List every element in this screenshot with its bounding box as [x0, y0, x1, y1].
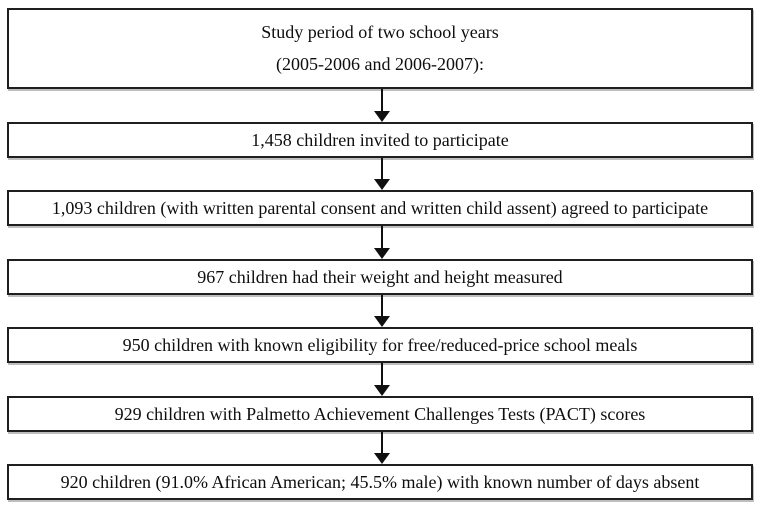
- flow-box-measured: 967 children had their weight and height…: [7, 259, 753, 295]
- arrow-head-icon: [374, 248, 390, 259]
- flow-box-study-period: Study period of two school years (2005-2…: [7, 8, 753, 89]
- flow-box-meal-eligibility: 950 children with known eligibility for …: [7, 327, 753, 363]
- flow-box-consented: 1,093 children (with written parental co…: [7, 190, 753, 226]
- arrow-head-icon: [374, 179, 390, 190]
- flow-box-days-absent: 920 children (91.0% African American; 45…: [7, 464, 753, 500]
- arrow-shaft: [381, 89, 383, 111]
- down-arrow-4: [374, 295, 390, 327]
- arrow-shaft: [381, 363, 383, 385]
- flow-box-pact-scores: 929 children with Palmetto Achievement C…: [7, 396, 753, 432]
- down-arrow-3: [374, 226, 390, 259]
- arrow-shaft: [381, 158, 383, 179]
- down-arrow-6: [374, 432, 390, 464]
- study-period-line-2: (2005-2006 and 2006-2007):: [276, 53, 484, 74]
- arrow-shaft: [381, 226, 383, 248]
- down-arrow-1: [374, 89, 390, 122]
- arrow-head-icon: [374, 385, 390, 396]
- arrow-shaft: [381, 432, 383, 453]
- arrow-head-icon: [374, 111, 390, 122]
- down-arrow-5: [374, 363, 390, 396]
- study-period-line-1: Study period of two school years: [261, 22, 499, 43]
- arrow-shaft: [381, 295, 383, 316]
- flow-box-invited: 1,458 children invited to participate: [7, 122, 753, 158]
- arrow-head-icon: [374, 316, 390, 327]
- arrow-head-icon: [374, 453, 390, 464]
- down-arrow-2: [374, 158, 390, 190]
